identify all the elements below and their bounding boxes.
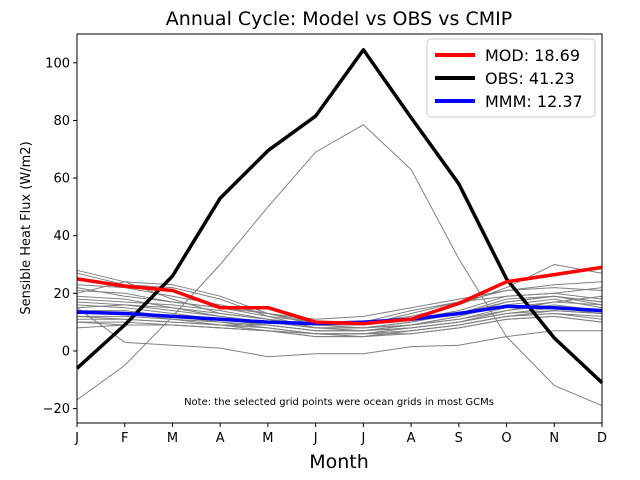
y-tick-label: 40 [53, 229, 70, 244]
chart-title: Annual Cycle: Model vs OBS vs CMIP [166, 8, 512, 30]
cmip-line-19 [76, 307, 603, 332]
x-tick-label: O [501, 431, 511, 446]
series-line-mod [76, 265, 603, 326]
y-axis-label: Sensible Heat Flux (W/m2) [19, 141, 34, 314]
x-tick-label: A [216, 431, 225, 446]
cmip-line-16 [76, 315, 603, 335]
x-tick-label: M [262, 431, 273, 446]
series-line-obs [75, 48, 604, 384]
plot-frame [76, 33, 603, 424]
y-tick-label: 60 [53, 172, 70, 187]
y-tick-label: 100 [45, 56, 70, 71]
cmip-line-2 [76, 307, 602, 358]
cmip-lines [76, 124, 603, 407]
x-tick-label: F [121, 431, 128, 446]
x-tick-label: S [455, 431, 463, 446]
x-tick-label: J [313, 431, 318, 446]
legend-label-mod: MOD: 18.69 [485, 46, 580, 65]
chart-annotation: Note: the selected grid points were ocea… [184, 397, 494, 408]
legend-label-obs: OBS: 41.23 [485, 69, 575, 88]
legend: MOD: 18.69 OBS: 41.23 MMM: 12.37 [426, 38, 596, 118]
y-tick-label: −20 [43, 402, 70, 417]
main-lines [75, 48, 604, 384]
cmip-line-17 [76, 295, 603, 329]
x-tick-label: M [167, 431, 178, 446]
x-tick-label: J [74, 431, 79, 446]
x-tick-label: A [407, 431, 416, 446]
y-tick-label: 20 [53, 287, 70, 302]
x-tick-label: J [360, 431, 365, 446]
x-tick-label: D [597, 431, 607, 446]
y-tick-label: 0 [62, 344, 70, 359]
x-tick-label: N [549, 431, 559, 446]
y-axis-ticks: −20 0 20 40 60 80 100 [43, 56, 77, 417]
x-axis-label: Month [309, 451, 369, 473]
legend-box [426, 38, 596, 118]
legend-label-mmm: MMM: 12.37 [485, 92, 583, 111]
y-tick-label: 80 [53, 114, 70, 129]
